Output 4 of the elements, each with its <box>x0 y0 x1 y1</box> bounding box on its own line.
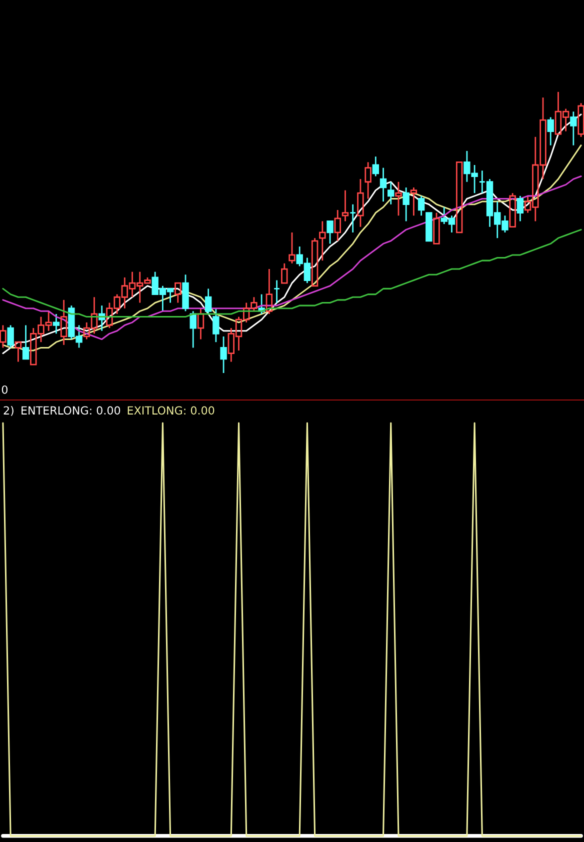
text: 0 <box>2 385 8 394</box>
series-label: EXITLONG: 0.00 <box>128 406 214 415</box>
text: ENTERLONG: 0.00 <box>22 406 120 415</box>
chart-title: 2) <box>4 406 14 416</box>
